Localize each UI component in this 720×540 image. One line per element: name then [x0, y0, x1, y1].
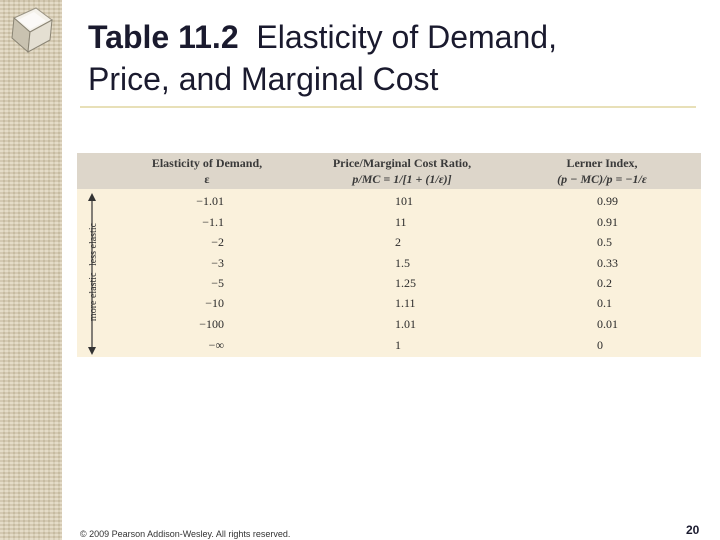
side-label-less: less elastic — [88, 222, 99, 266]
svg-text:more elastic less elasti: more elastic less elastic — [88, 222, 99, 321]
row6-ratio: 1.11 — [395, 296, 416, 310]
row1-lerner: 0.99 — [597, 194, 618, 208]
header-price-mc-ratio: Price/Marginal Cost Ratio, p/MC = 1/[1 +… — [332, 156, 472, 186]
row8-ratio: 1 — [395, 338, 401, 352]
row2-lerner: 0.91 — [597, 215, 618, 229]
row4-ratio: 1.5 — [395, 256, 410, 270]
title-number: Table 11.2 — [88, 19, 239, 55]
row8-elasticity: −∞ — [208, 338, 224, 352]
row3-lerner: 0.5 — [597, 235, 612, 249]
row3-ratio: 2 — [395, 235, 401, 249]
row7-lerner: 0.01 — [597, 317, 618, 331]
title-divider — [80, 106, 696, 108]
row8-lerner: 0 — [597, 338, 603, 352]
row5-ratio: 1.25 — [395, 276, 416, 290]
row1-elasticity: −1.01 — [196, 194, 224, 208]
row2-elasticity: −1.1 — [202, 215, 224, 229]
row5-lerner: 0.2 — [597, 276, 612, 290]
header-elasticity: Elasticity of Demand, ε — [151, 156, 263, 186]
row7-elasticity: −100 — [199, 317, 224, 331]
row4-lerner: 0.33 — [597, 256, 618, 270]
elasticity-table: Elasticity of Demand, ε Price/Marginal C… — [77, 153, 701, 357]
slide-title: Table 11.2 Elasticity of Demand, Price, … — [88, 16, 708, 100]
arrow-down-icon — [88, 347, 96, 355]
header-lerner-index: Lerner Index, (p − MC)/p = −1/ε — [557, 156, 647, 186]
row6-elasticity: −10 — [205, 296, 224, 310]
page-number: 20 — [686, 523, 700, 537]
copyright-footer: © 2009 Pearson Addison-Wesley. All right… — [80, 529, 291, 539]
row7-ratio: 1.01 — [395, 317, 416, 331]
row3-elasticity: −2 — [211, 235, 224, 249]
arrow-up-icon — [88, 193, 96, 201]
elasticity-arrow-label: more elastic less elastic — [88, 193, 99, 355]
row1-ratio: 101 — [395, 194, 413, 208]
row5-elasticity: −5 — [211, 276, 224, 290]
side-label-more: more elastic — [88, 272, 99, 321]
glass-cube-logo — [11, 7, 53, 54]
row2-ratio: 11 — [395, 215, 407, 229]
title-line2: Price, and Marginal Cost — [88, 61, 439, 97]
table-header: Elasticity of Demand, ε Price/Marginal C… — [77, 153, 701, 189]
decorative-side-strip — [0, 0, 62, 540]
row4-elasticity: −3 — [211, 256, 224, 270]
title-line1: Elasticity of Demand, — [256, 19, 557, 55]
row6-lerner: 0.1 — [597, 296, 612, 310]
